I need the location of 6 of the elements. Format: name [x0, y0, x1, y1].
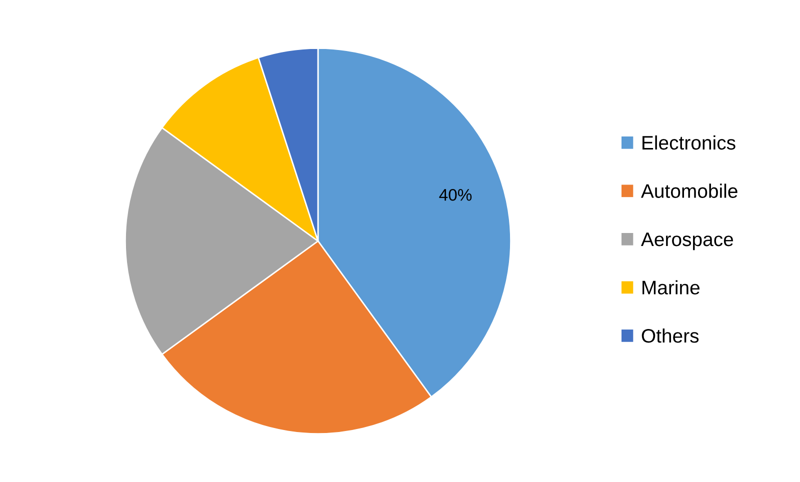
legend-label: Automobile	[640, 184, 738, 198]
data-label: 40%	[439, 188, 472, 201]
legend-label: Electronics	[642, 135, 736, 150]
legend-label: Marine	[642, 280, 700, 294]
legend-label: Aerospace	[640, 232, 734, 250]
legend-label: Others	[642, 328, 699, 343]
